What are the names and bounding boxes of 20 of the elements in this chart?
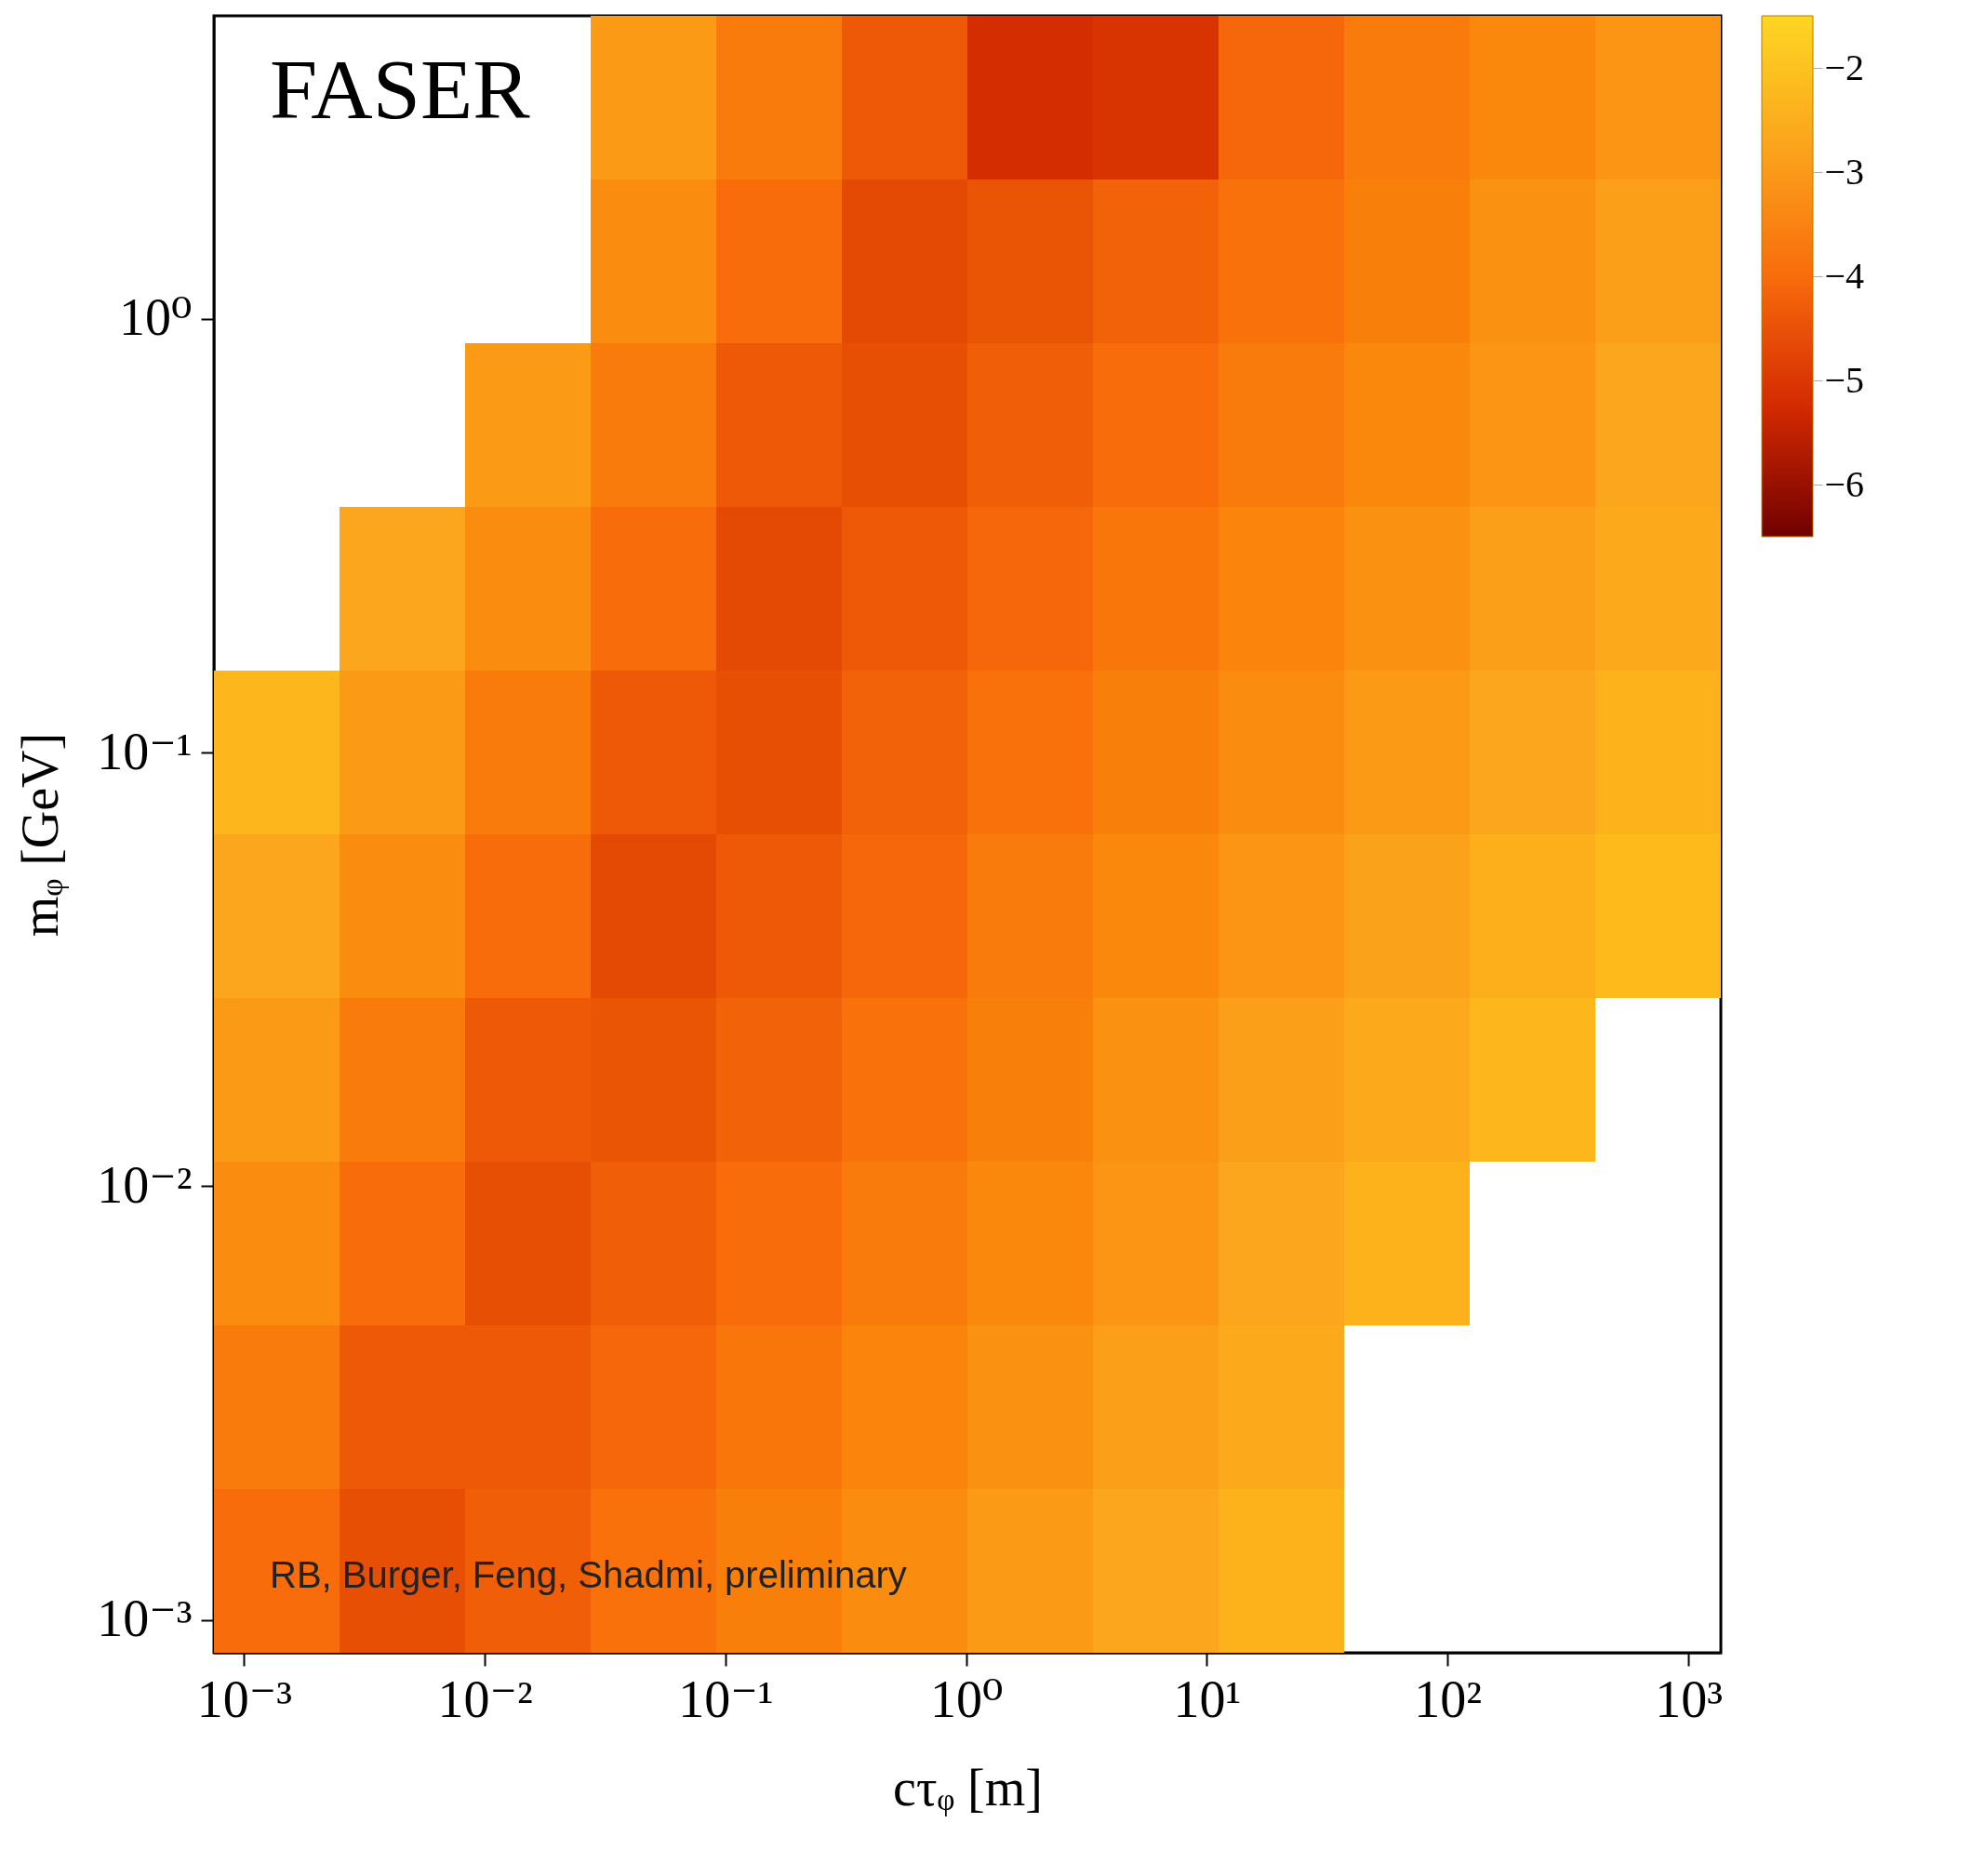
color-bar-label: −3 bbox=[1824, 150, 1865, 193]
x-tick-label: 10⁻¹ bbox=[678, 1670, 774, 1728]
x-tick-label: 10⁻² bbox=[437, 1670, 533, 1728]
x-tick-label: 10³ bbox=[1655, 1670, 1723, 1728]
x-tick-label: 10² bbox=[1414, 1670, 1483, 1728]
color-bar-label: −5 bbox=[1824, 358, 1865, 401]
color-bar-label: −4 bbox=[1824, 254, 1865, 297]
y-tick-label: 10⁻³ bbox=[97, 1590, 193, 1648]
y-tick-label: 10⁻¹ bbox=[97, 722, 193, 780]
y-axis-title: mᵩ [GeV] bbox=[11, 732, 70, 938]
x-axis-title: cτᵩ [m] bbox=[893, 1758, 1043, 1816]
x-tick-label: 10⁰ bbox=[929, 1670, 1004, 1728]
y-tick-label: 10⁰ bbox=[119, 288, 193, 347]
annotation: FASER bbox=[270, 42, 531, 137]
x-tick-label: 10⁻³ bbox=[196, 1670, 293, 1728]
y-tick-label: 10⁻² bbox=[97, 1155, 193, 1214]
color-bar-label: −6 bbox=[1824, 462, 1865, 505]
x-tick-label: 10¹ bbox=[1173, 1670, 1242, 1728]
color-bar-label: −2 bbox=[1824, 46, 1865, 88]
annotation: RB, Burger, Feng, Shadmi, preliminary bbox=[270, 1554, 907, 1595]
